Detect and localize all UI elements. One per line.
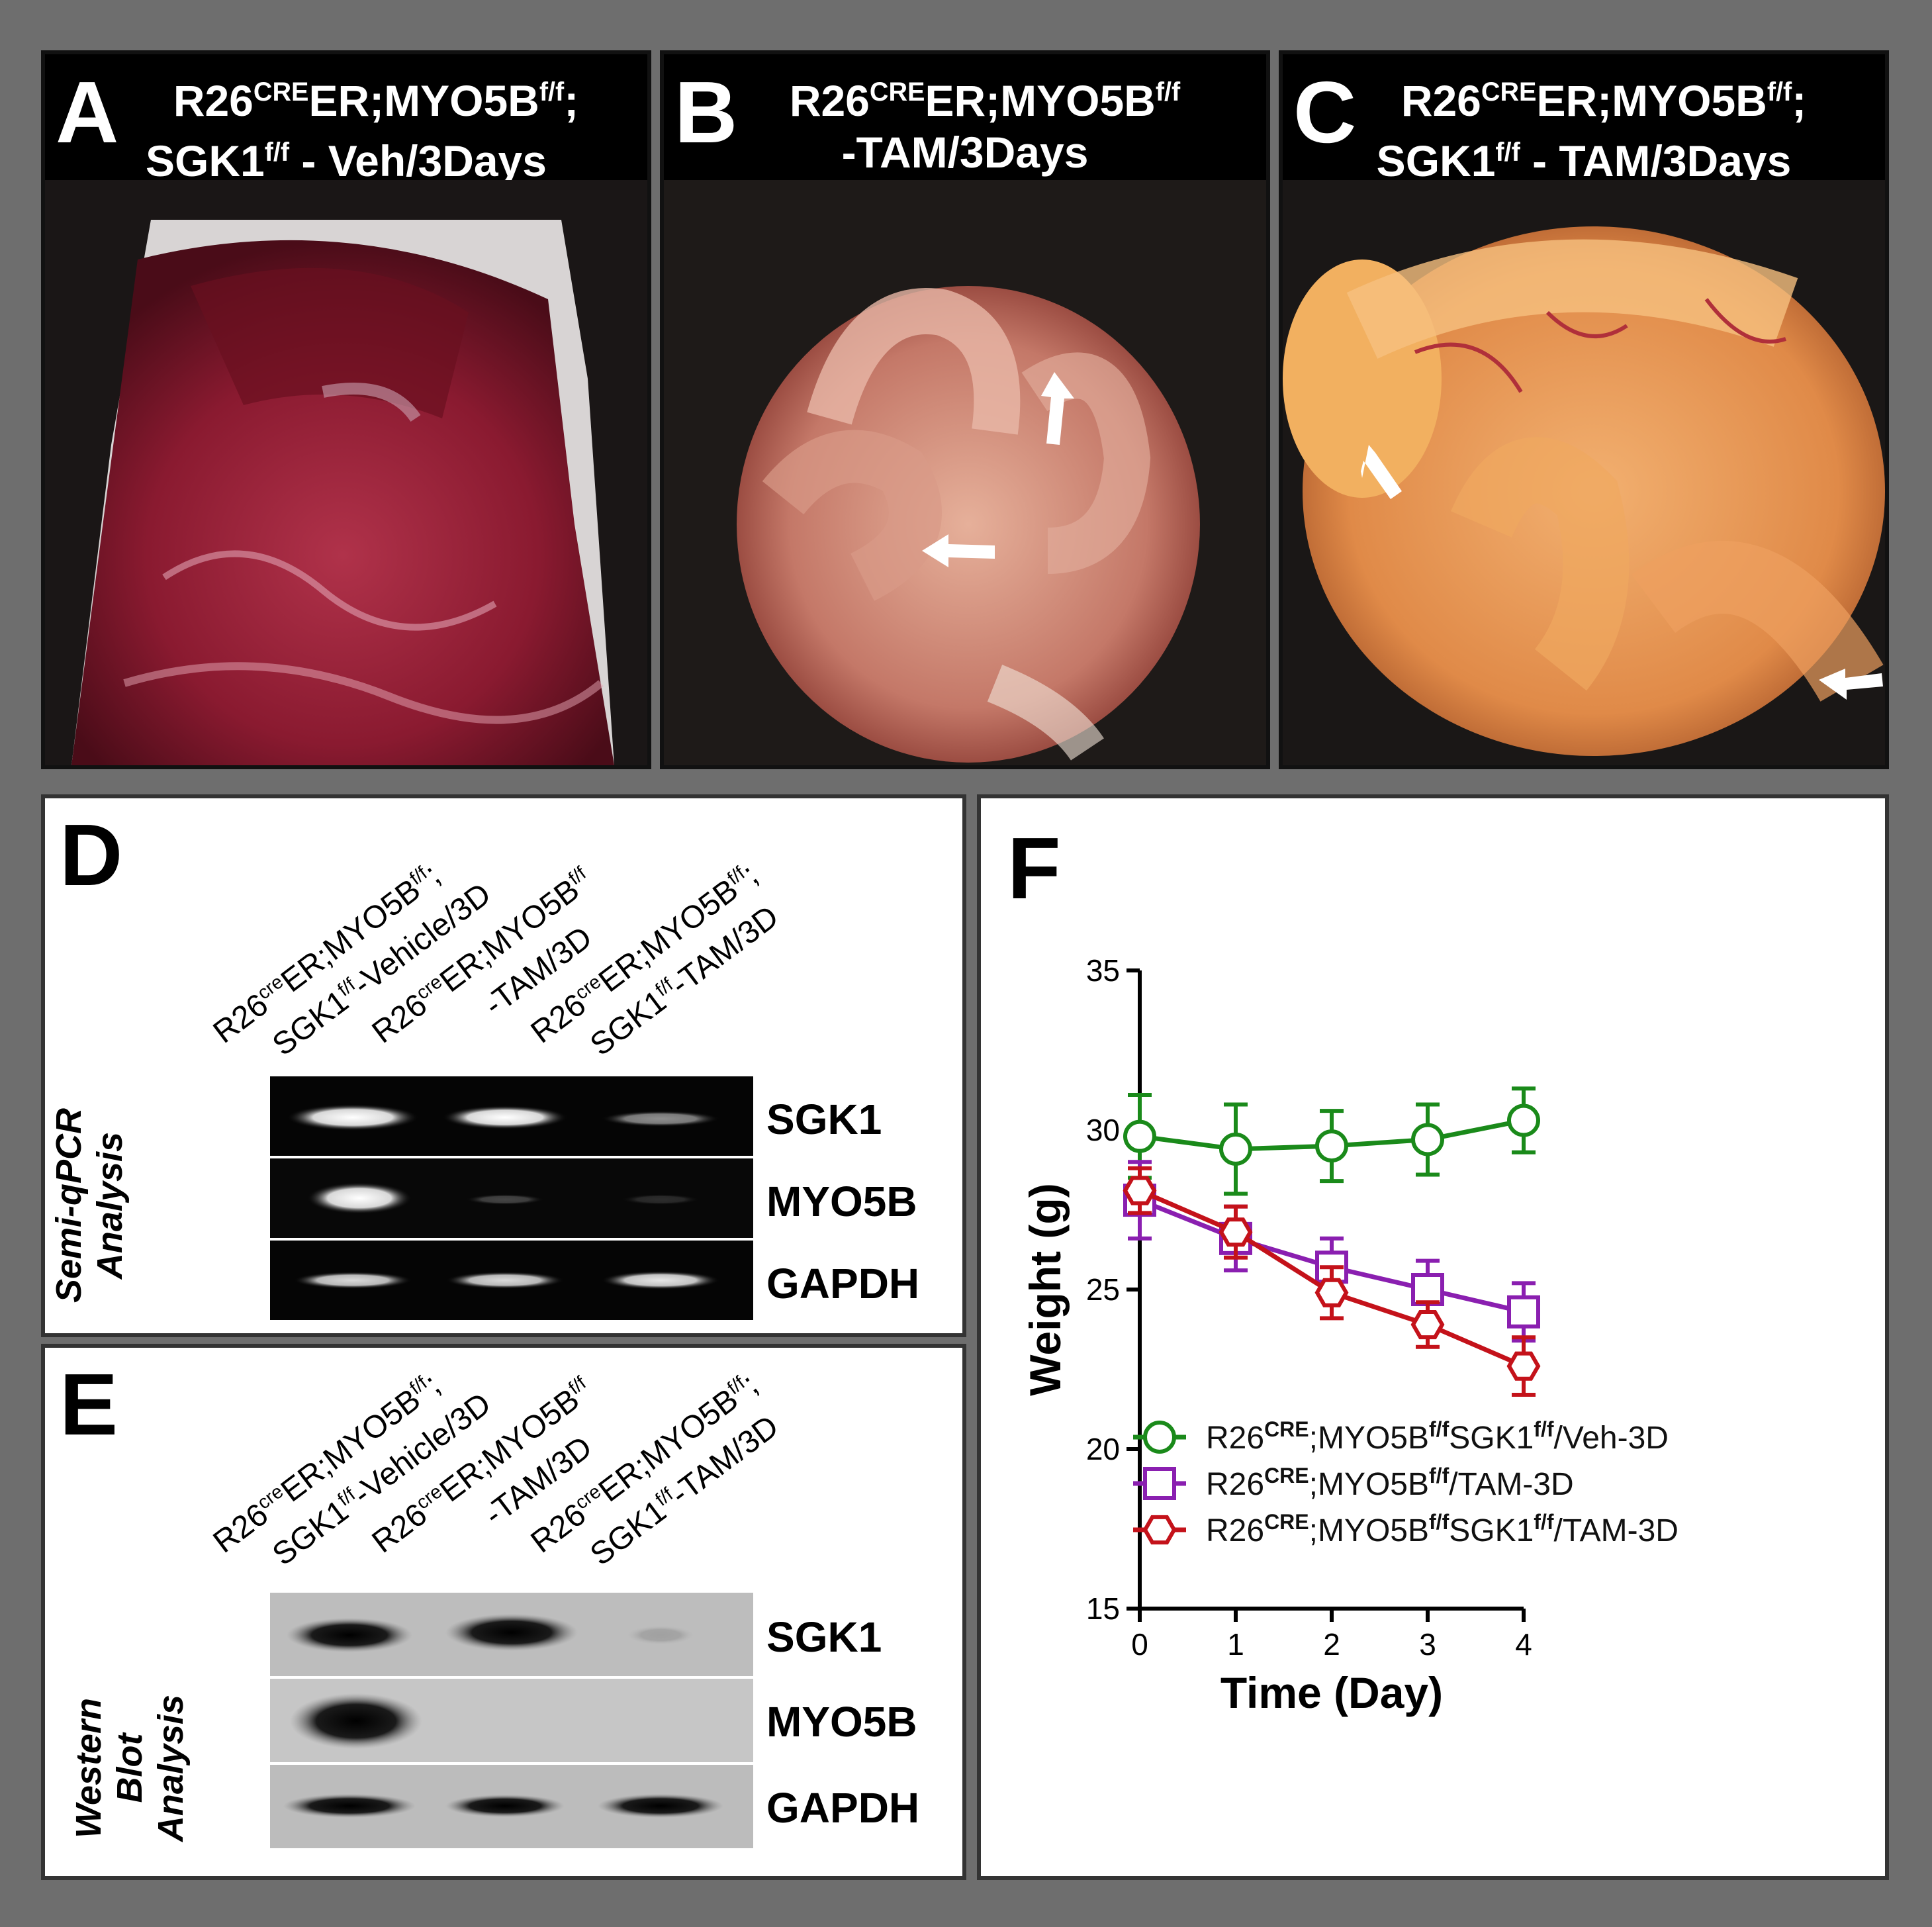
legend-marker [1142,1515,1177,1545]
panel-c-title-line2: SGK1f/f - TAM/3Days [1376,136,1792,185]
y-axis-label: Weight (g) [1021,1183,1070,1395]
panel-c-header: C R26CREER;MYO5Bf/f; SGK1f/f - TAM/3Days [1283,54,1885,185]
legend-marker [1143,1421,1176,1454]
x-axis-label: Time (Day) [1220,1668,1443,1717]
blot-band [287,1618,412,1652]
gel-band [445,1272,565,1289]
panel-e-side-label: Western Blot Analysis [69,1694,191,1842]
x-tick-label: 1 [1227,1627,1244,1662]
panel-b-title-line2: -TAM/3Days [841,128,1089,177]
legend-label: R26CRE​;MYO5Bf/f​SGK1f/f​/TAM-3D [1206,1510,1679,1548]
band-label-sgk1: SGK1 [766,1096,882,1143]
gel-band [601,1271,720,1290]
blot-band [598,1794,723,1818]
data-point [1411,1273,1444,1306]
gel-image [270,1076,753,1320]
panel-c-photo [1283,180,1885,765]
panel-a-title-line2: SGK1f/f - Veh/3Days [146,136,547,185]
data-point [1219,1132,1252,1166]
panel-c-title-line1: R26CREER;MYO5Bf/f; [1401,76,1807,125]
panel-b-header: B R26CREER;MYO5Bf/f -TAM/3Days [664,54,1266,180]
data-point [1411,1123,1444,1156]
panel-b: B R26CREER;MYO5Bf/f -TAM/3Days [660,50,1270,769]
gel-band [287,1104,419,1131]
panel-e-letter: E [60,1356,118,1453]
data-point [1123,1176,1157,1205]
data-point [1506,1351,1541,1381]
data-point [1507,1104,1540,1137]
y-tick-label: 20 [1086,1432,1120,1466]
panel-f-letter: F [1007,820,1061,917]
panel-a: A R26CREER;MYO5Bf/f; SGK1f/f - Veh/3Days [41,50,651,769]
arrow-icon [1361,445,1883,700]
data-point [1315,1129,1348,1163]
data-point [1314,1278,1349,1307]
legend-label: R26CRE​;MYO5Bf/f​/TAM-3D [1206,1464,1574,1502]
panel-d-side-label: Semi-qPCR Analysis [49,1107,130,1303]
data-point [1507,1295,1540,1329]
panel-c-letter: C [1293,64,1357,161]
weight-chart: 15 20 25 30 35 0 1 2 3 4 Time (Day) Weight (g) R26CR… [1021,953,1679,1717]
arrow-icon [922,372,1074,567]
panel-b-letter: B [674,64,738,161]
panel-b-photo [664,180,1266,765]
x-tick-label: 4 [1515,1627,1532,1662]
blot-band [445,1795,565,1817]
gel-band [442,1105,568,1129]
panel-c: C R26CREER;MYO5Bf/f; SGK1f/f - TAM/3Days [1279,50,1889,769]
data-point [1219,1217,1253,1247]
legend-marker [1143,1467,1176,1500]
panel-d-letter: D [60,806,123,904]
panel-a-photo [45,180,647,765]
y-tick-label: 35 [1086,953,1120,988]
panel-b-title-line1: R26CREER;MYO5Bf/f [789,76,1181,125]
panel-a-letter: A [56,64,119,161]
band-label-myo5b: MYO5B [766,1698,917,1746]
x-tick-label: 2 [1323,1627,1340,1662]
panel-f: F 15 20 25 30 35 0 1 2 3 4 Time (Day) Weight (g) R26… [977,794,1889,1880]
blot-band [283,1794,416,1818]
y-tick-label: 25 [1086,1272,1120,1307]
legend-label: R26CRE​;MYO5Bf/f​SGK1f/f​/Veh-3D [1206,1417,1669,1456]
western-blot-image [270,1593,753,1848]
band-label-gapdh: GAPDH [766,1260,920,1307]
gel-band [306,1182,412,1214]
data-point [1123,1119,1156,1153]
gel-band [601,1111,720,1127]
y-tick-label: 15 [1086,1591,1120,1626]
panel-a-header: A R26CREER;MYO5Bf/f; SGK1f/f - Veh/3Days [45,54,647,185]
band-label-sgk1: SGK1 [766,1613,882,1661]
band-label-gapdh: GAPDH [766,1784,920,1832]
blot-band [445,1614,578,1651]
blot-band [290,1693,422,1749]
gel-band [621,1194,700,1205]
x-tick-label: 0 [1131,1627,1148,1662]
data-point [1410,1310,1445,1340]
panel-d: D R26creER;MYO5Bf/f; SGK1f/f-Vehicle/3D … [41,794,966,1337]
panel-a-title-line1: R26CREER;MYO5Bf/f; [173,76,579,125]
band-label-myo5b: MYO5B [766,1178,917,1225]
gel-band [465,1194,545,1205]
blot-band [627,1626,694,1644]
panel-e: E R26creER;MYO5Bf/f; SGK1f/f-Vehicle/3D … [41,1344,966,1880]
gel-band [293,1272,412,1289]
y-tick-label: 30 [1086,1113,1120,1147]
x-tick-label: 3 [1419,1627,1436,1662]
